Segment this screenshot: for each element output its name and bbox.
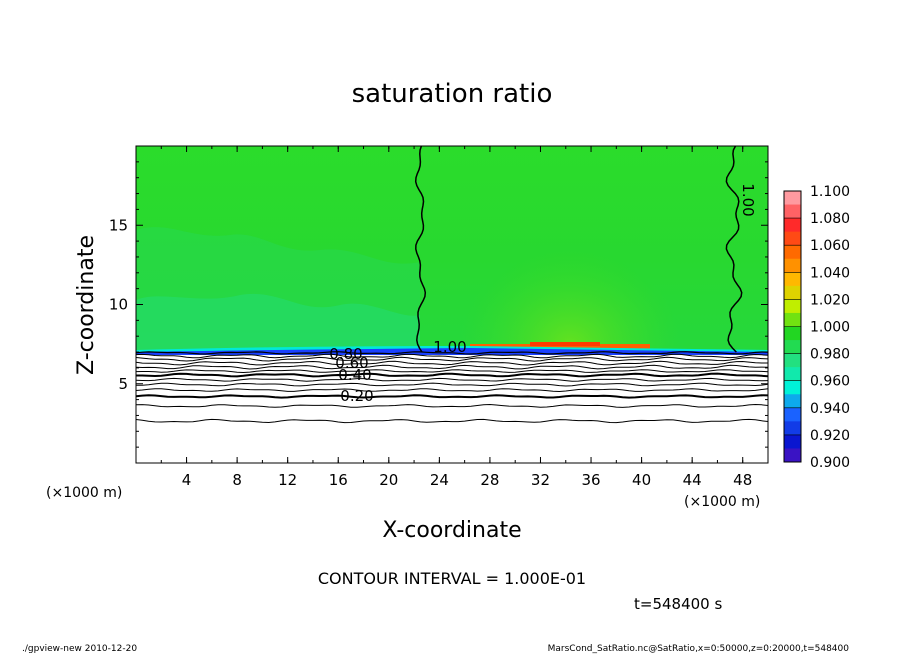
contour-interval: CONTOUR INTERVAL = 1.000E-01	[318, 569, 586, 588]
contour-line	[136, 388, 768, 393]
colorbar-label: 0.940	[810, 401, 850, 417]
colorbar-subsegment	[784, 448, 801, 463]
contour-lines	[136, 146, 768, 424]
colorbar-label: 0.960	[810, 374, 850, 390]
footer-right: MarsCond_SatRatio.nc@SatRatio,x=0:50000,…	[548, 644, 850, 654]
colorbar-subsegment	[784, 367, 801, 382]
x-axis: 4 8 12 16 20 24 28 32 36 40 44 48	[160, 146, 752, 489]
contour-label: 1.00	[433, 338, 466, 356]
colorbar-label: 0.900	[810, 455, 850, 471]
colorbar-subsegment	[784, 258, 801, 273]
footer-left: ./gpview-new 2010-12-20	[22, 644, 137, 654]
y-axis-label: Z-coordinate	[74, 235, 99, 375]
contour-label: 0.40	[338, 366, 371, 384]
contour-line-vertical	[414, 146, 427, 353]
x-tick-label: 48	[733, 471, 752, 489]
colorbar-subsegment	[784, 204, 801, 219]
colorbar-subsegment	[784, 285, 801, 300]
x-axis-label: X-coordinate	[382, 518, 521, 543]
y-axis: 5 10 15	[109, 161, 768, 448]
contour-line	[136, 418, 768, 424]
y-tick-label: 15	[109, 216, 128, 234]
colorbar-subsegment	[784, 231, 801, 246]
colorbar-label: 1.100	[810, 184, 850, 200]
colorbar-subsegment	[784, 312, 801, 327]
x-tick-label: 44	[683, 471, 702, 489]
contour-line	[136, 356, 768, 362]
x-tick-label: 12	[278, 471, 297, 489]
contour-line	[136, 394, 768, 399]
x-tick-label: 20	[379, 471, 398, 489]
contour-line	[136, 351, 768, 355]
colorbar-subsegment	[784, 421, 801, 436]
contour-label: 0.60	[335, 354, 368, 372]
x-tick-label: 24	[430, 471, 449, 489]
x-tick-label: 16	[329, 471, 348, 489]
contour-line	[136, 372, 768, 378]
contour-label: 0.80	[329, 345, 362, 363]
x-tick-label: 40	[632, 471, 651, 489]
contour-labels: 1.00 1.00 0.800.600.40 0.20	[329, 183, 757, 405]
contour-line	[136, 353, 768, 359]
x-tick-label: 28	[480, 471, 499, 489]
colorbar-label: 1.060	[810, 238, 850, 254]
contour-label: 0.20	[340, 387, 373, 405]
x-tick-label: 32	[531, 471, 550, 489]
y-tick-label: 5	[118, 375, 128, 393]
colorbar-label: 1.080	[810, 211, 850, 227]
heatmap-field	[136, 146, 768, 463]
x-tick-label: 4	[182, 471, 192, 489]
time-label: t=548400 s	[634, 595, 722, 613]
x-tick-label: 36	[581, 471, 600, 489]
colorbar-label: 1.000	[810, 320, 850, 336]
colorbar-label: 0.980	[810, 347, 850, 363]
contour-line	[136, 364, 768, 370]
contour-line-vertical	[725, 146, 743, 353]
colorbar-label: 0.920	[810, 428, 850, 444]
contour-line	[136, 360, 768, 366]
contour-line	[136, 377, 768, 382]
colorbar: 1.100 1.080 1.060 1.040 1.020 1.000 0.980 0.960…	[783, 184, 850, 471]
colorbar-subsegment	[784, 394, 801, 409]
contour-line	[136, 403, 768, 408]
y-tick-label: 10	[109, 296, 128, 314]
x-tick-label: 8	[232, 471, 242, 489]
contour-line	[136, 382, 768, 387]
colorbar-subsegment	[784, 340, 801, 355]
contour-label: 1.00	[739, 183, 757, 216]
x-unit-label: (×1000 m)	[46, 485, 122, 501]
x-unit-label-right: (×1000 m)	[684, 494, 760, 510]
chart-title: saturation ratio	[352, 79, 553, 109]
colorbar-label: 1.020	[810, 292, 850, 308]
contour-line	[136, 369, 768, 374]
colorbar-label: 1.040	[810, 265, 850, 281]
